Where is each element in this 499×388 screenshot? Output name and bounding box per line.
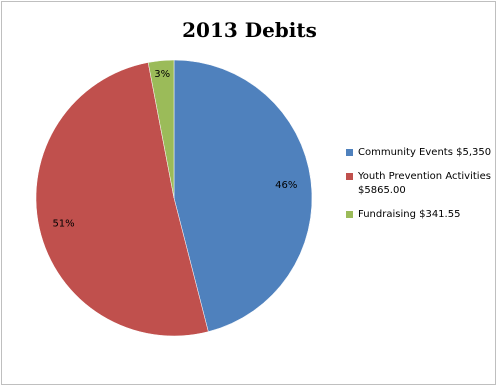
- legend-item-2: Fundraising $341.55: [346, 208, 496, 222]
- legend-item-1: Youth Prevention Activities $5865.00: [346, 170, 496, 198]
- slice-label-0: 46%: [275, 180, 297, 191]
- legend-label: Fundraising $341.55: [358, 209, 461, 220]
- legend-label: Youth Prevention Activities: [358, 171, 491, 182]
- pie-slice-0: [173, 59, 313, 332]
- slice-label-2: 3%: [154, 69, 170, 80]
- legend-swatch-2: [346, 211, 353, 218]
- slice-label-1: 51%: [52, 219, 74, 230]
- legend-swatch-0: [346, 149, 353, 156]
- legend-swatch-1: [346, 173, 353, 180]
- legend-item-0: Community Events $5,350: [346, 146, 496, 160]
- pie-slice-2: [147, 59, 175, 199]
- chart-title: 2013 Debits: [182, 18, 317, 42]
- legend-label: Community Events $5,350: [358, 147, 492, 158]
- legend: Community Events $5,350 Youth Prevention …: [346, 146, 496, 232]
- pie-slice-1: [35, 62, 209, 337]
- legend-label: $5865.00: [358, 185, 406, 196]
